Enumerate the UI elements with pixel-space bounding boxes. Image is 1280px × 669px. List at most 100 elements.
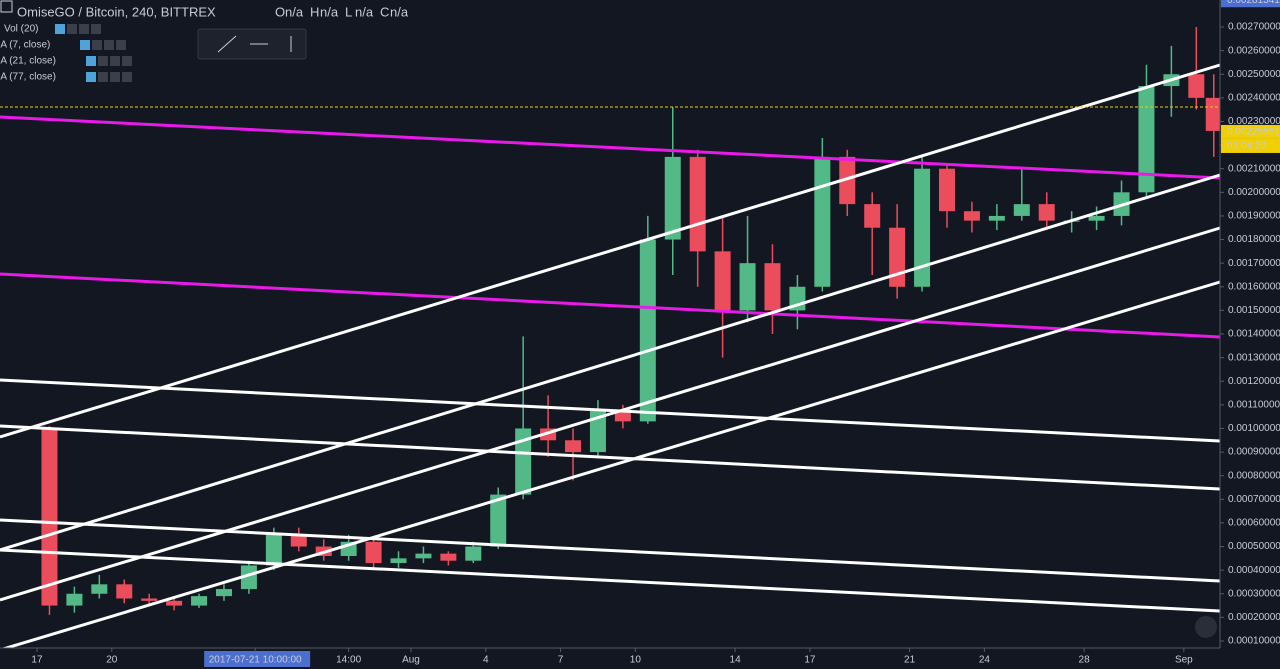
y-tick-label: 0.00070000 — [1228, 494, 1280, 505]
trendline-tool[interactable] — [217, 35, 237, 53]
indicator-button[interactable] — [92, 40, 102, 50]
drawing-toolbar[interactable] — [197, 28, 307, 60]
candle-body — [1038, 204, 1055, 221]
y-tick-label: 0.00160000 — [1228, 281, 1280, 292]
indicator-button[interactable] — [122, 56, 132, 66]
indicator-name: MA (21, close) — [0, 56, 56, 67]
indicator-name: MA (77, close) — [0, 72, 56, 83]
trendline — [0, 378, 1221, 443]
y-tick-label: 0.00020000 — [1228, 612, 1280, 623]
y-tick-label: 0.00270000 — [1228, 22, 1280, 33]
indicator-name: MA (7, close) — [0, 40, 50, 51]
axes: 0.00010000 0.00020000 0.00030000 0.00040000… — [31, 0, 1280, 667]
candle-body — [440, 553, 457, 561]
candle-body — [265, 534, 282, 566]
y-tick-label: 0.00150000 — [1228, 305, 1280, 316]
indicator-button[interactable] — [104, 40, 114, 50]
countdown: 03:04:20 — [1227, 141, 1266, 152]
trendline — [0, 63, 1221, 439]
symbol-icon — [0, 0, 13, 13]
indicator-button[interactable] — [79, 24, 89, 34]
candle-body — [66, 593, 83, 606]
candle-body — [116, 584, 133, 599]
plot-area — [41, 27, 1222, 616]
indicator-button[interactable] — [110, 56, 120, 66]
candle-body — [565, 440, 582, 453]
candle-body — [864, 204, 881, 228]
y-tick-label: 0.00230000 — [1228, 116, 1280, 127]
indicator-list: Vol (20) MA (7, close) MA (21, close) MA (7… — [0, 24, 132, 83]
candle-body — [515, 428, 532, 495]
indicator-button[interactable] — [110, 72, 120, 82]
candle-body — [938, 168, 955, 212]
indicator-eye[interactable] — [80, 40, 90, 50]
indicator-eye[interactable] — [55, 24, 65, 34]
candle-body — [91, 584, 108, 594]
y-tick-label: 0.00040000 — [1228, 565, 1280, 576]
y-tick-label: 0.00090000 — [1228, 447, 1280, 458]
x-tick-label: 4 — [483, 655, 489, 666]
y-tick-label: 0.00260000 — [1228, 45, 1280, 56]
candle-body — [166, 600, 183, 606]
x-tick-label: 20 — [106, 655, 118, 666]
trendline — [0, 280, 1221, 652]
candle-body — [739, 263, 756, 311]
chart-title: OmiseGO / Bitcoin, 240, BITTREX — [17, 4, 216, 19]
candle-body — [764, 263, 781, 311]
indicator-name: Vol (20) — [4, 24, 38, 35]
scroll-button[interactable] — [1195, 616, 1217, 638]
candle-body — [465, 546, 482, 561]
candle-body — [390, 558, 407, 564]
ohlc-value: n/a — [320, 4, 339, 19]
trendline — [0, 173, 1221, 552]
crosshair-price: 0.00281341 — [1227, 0, 1280, 6]
indicator-button[interactable] — [98, 56, 108, 66]
last-price-bg — [1221, 124, 1280, 139]
candle-body — [1138, 86, 1155, 193]
candle-body — [415, 553, 432, 559]
y-tick-label: 0.00030000 — [1228, 588, 1280, 599]
countdown-bg — [1221, 138, 1280, 153]
candle-body — [240, 565, 257, 590]
x-tick-label: 14:00 — [336, 655, 361, 666]
trendline — [0, 424, 1221, 491]
y-tick-label: 0.00010000 — [1228, 636, 1280, 647]
price-axis — [1220, 0, 1280, 669]
time-axis — [0, 648, 1220, 669]
indicator-button[interactable] — [67, 24, 77, 34]
trendline — [0, 115, 1221, 180]
candle-body — [689, 156, 706, 252]
indicator-button[interactable] — [91, 24, 101, 34]
indicator-button[interactable] — [122, 72, 132, 82]
ohlc-value: n/a — [355, 4, 374, 19]
indicator-button[interactable] — [116, 40, 126, 50]
indicator-eye[interactable] — [86, 72, 96, 82]
crosshair-price-bg — [1221, 0, 1280, 8]
trendline — [0, 548, 1221, 613]
x-tick-label: 24 — [979, 655, 991, 666]
y-tick-label: 0.00060000 — [1228, 518, 1280, 529]
y-tick-label: 0.00170000 — [1228, 258, 1280, 269]
y-tick-label: 0.00180000 — [1228, 234, 1280, 245]
y-tick-label: 0.00190000 — [1228, 211, 1280, 222]
candle-body — [714, 251, 731, 311]
y-tick-label: 0.00100000 — [1228, 423, 1280, 434]
ohlc-key: C — [380, 4, 389, 19]
candle-body — [664, 156, 681, 240]
candle-body — [141, 598, 158, 601]
candle-body — [614, 409, 631, 422]
ohlc-value: n/a — [285, 4, 304, 19]
x-tick-label: Aug — [402, 655, 420, 666]
indicator-eye[interactable] — [86, 56, 96, 66]
ohlc-key: H — [310, 4, 319, 19]
candle-body — [191, 596, 208, 606]
trendline — [0, 518, 1221, 583]
indicator-button[interactable] — [98, 72, 108, 82]
y-tick-label: 0.00110000 — [1228, 399, 1280, 410]
candle-body — [215, 589, 232, 597]
y-tick-label: 0.00200000 — [1228, 187, 1280, 198]
y-tick-label: 0.00210000 — [1228, 163, 1280, 174]
candle-body — [1088, 215, 1105, 221]
candle-body — [814, 156, 831, 287]
candle-body — [365, 541, 382, 564]
